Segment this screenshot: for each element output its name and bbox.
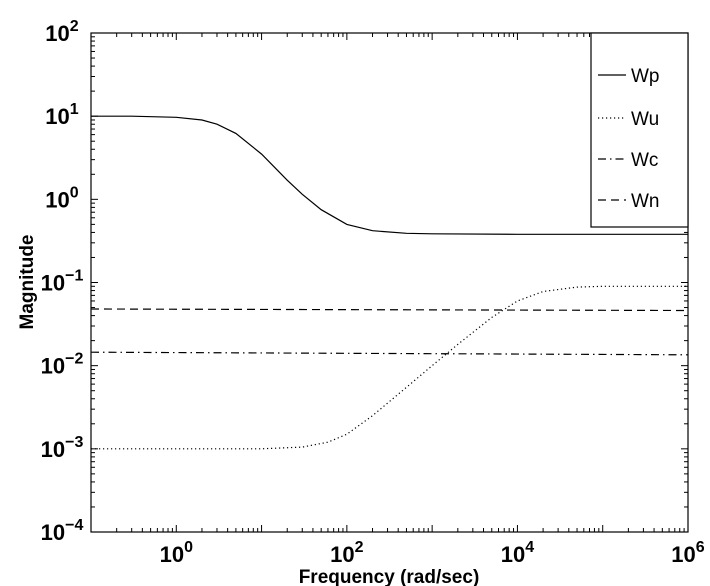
plot-area bbox=[90, 32, 689, 533]
series-Wn-line bbox=[90, 308, 689, 312]
legend-box bbox=[590, 32, 689, 228]
y-tick-label: 10−1 bbox=[41, 268, 84, 296]
y-tick-label: 10−2 bbox=[41, 351, 84, 379]
y-tick-label: 101 bbox=[45, 101, 78, 129]
x-axis-label: Frequency (rad/sec) bbox=[299, 567, 480, 586]
x-tick-label: 100 bbox=[160, 539, 193, 567]
tick-labels: 100 102 104 106 10−4 10−3 10−2 10−1 100 101 102 bbox=[41, 18, 705, 567]
legend-label-Wp: Wp bbox=[631, 66, 660, 87]
y-tick-label: 10−4 bbox=[41, 517, 84, 545]
y-tick-label: 10−3 bbox=[41, 434, 84, 462]
y-tick-label: 102 bbox=[45, 18, 78, 46]
series-Wc-line bbox=[90, 351, 689, 356]
y-tick-label: 100 bbox=[45, 184, 78, 212]
series-Wp-line bbox=[91, 115, 688, 235]
x-tick-label: 106 bbox=[671, 539, 704, 567]
legend-label-Wu: Wu bbox=[631, 109, 659, 130]
legend-label-Wn: Wn bbox=[631, 191, 660, 212]
series-group bbox=[90, 115, 689, 450]
x-tick-label: 102 bbox=[330, 539, 363, 567]
y-axis-label: Magnitude bbox=[17, 235, 38, 330]
x-tick-label: 104 bbox=[501, 539, 534, 567]
legend: Wp Wu Wc Wn bbox=[590, 32, 689, 228]
legend-label-Wc: Wc bbox=[631, 150, 658, 171]
